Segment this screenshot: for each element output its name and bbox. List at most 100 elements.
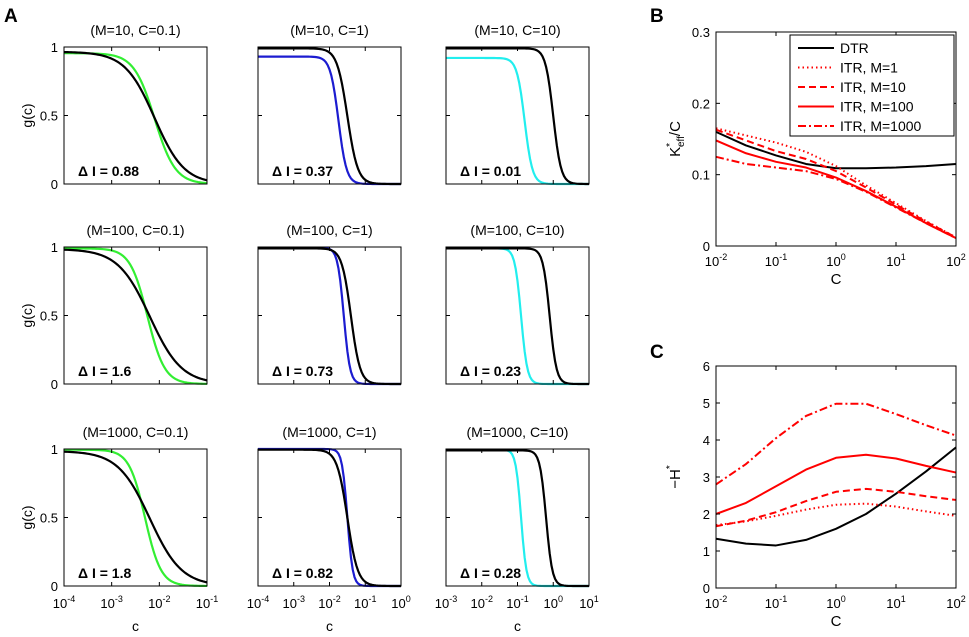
x-tick-label-base: 10 (886, 596, 900, 611)
series-dtr (715, 446, 957, 547)
legend-label: ITR, M=1000 (840, 118, 922, 134)
x-tick-label: 100 (826, 252, 845, 269)
legend-label: ITR, M=10 (840, 79, 906, 95)
x-axis-label: C (831, 613, 842, 630)
subplot-title: (M=100, C=10) (470, 222, 564, 238)
series-itr-m-1 (715, 502, 957, 527)
y-tick-label: 0 (51, 377, 58, 392)
series-itr-m-100 (715, 139, 957, 240)
x-axis-label: c (132, 618, 139, 634)
subplot-title: (M=10, C=1) (290, 22, 369, 38)
x-tick-label: 10-4 (247, 594, 269, 611)
x-tick-label: 100 (826, 594, 845, 611)
green-curve (64, 247, 208, 385)
subplot-title: (M=1000, C=1) (282, 424, 376, 440)
subplot-title: (M=10, C=0.1) (90, 22, 180, 38)
x-tick-label-base: 10 (826, 596, 840, 611)
subplot-title: (M=100, C=0.1) (86, 222, 184, 238)
x-tick-label-base: 10 (435, 596, 449, 611)
subplot-1: (M=10, C=0.1) Δ I = 0.88 0 0.5 1 g(c) (19, 22, 208, 192)
subplot-title: (M=10, C=10) (474, 22, 560, 38)
y-tick-label: 0.5 (40, 109, 58, 124)
x-tick-label-exp: -4 (261, 594, 269, 604)
y-tick-label: 1 (51, 40, 58, 55)
x-tick-label-base: 10 (196, 596, 210, 611)
x-tick-label-exp: 0 (406, 594, 411, 604)
x-tick-label: 101 (886, 594, 905, 611)
y-axis-label: −H* (665, 465, 684, 489)
delta-i-label: Δ I = 0.88 (78, 163, 139, 179)
x-tick-label-exp: -1 (210, 594, 218, 604)
y-axis-label: g(c) (19, 505, 35, 529)
delta-i-label: Δ I = 0.01 (460, 163, 521, 179)
series-dtr (715, 130, 957, 170)
x-tick-label: 10-2 (705, 594, 727, 611)
subplot-6: (M=100, C=10) Δ I = 0.23 (445, 222, 590, 386)
x-tick-label: 10-1 (506, 594, 528, 611)
y-axis-label: g(c) (19, 103, 35, 127)
x-tick-label: 10-1 (765, 252, 787, 269)
x-tick-label-base: 10 (886, 254, 900, 269)
x-tick-label-exp: -2 (333, 594, 341, 604)
subplot-title: (M=1000, C=10) (467, 424, 569, 440)
delta-i-label: Δ I = 0.82 (272, 565, 333, 581)
x-tick-label: 101 (886, 252, 905, 269)
x-tick-label-base: 10 (765, 254, 779, 269)
subplot-5: (M=100, C=1) Δ I = 0.73 (257, 222, 402, 386)
y-tick-label: 0 (51, 579, 58, 594)
delta-i-label: Δ I = 0.73 (272, 363, 333, 379)
x-axis-label: c (514, 618, 521, 634)
x-tick-label: 10-4 (53, 594, 75, 611)
y-tick-label: 0.5 (40, 511, 58, 526)
x-tick-label-base: 10 (544, 596, 558, 611)
y-label-sub: eff (676, 136, 687, 147)
subplot-3: (M=10, C=10) Δ I = 0.01 (445, 22, 590, 186)
y-tick-label: 0 (51, 177, 58, 192)
x-tick-label-base: 10 (705, 596, 719, 611)
delta-i-label: Δ I = 1.6 (78, 363, 131, 379)
subplot-4: (M=100, C=0.1) Δ I = 1.6 0 0.5 1 g(c) (19, 222, 208, 392)
y-axis-label: K*eff/C (665, 121, 687, 157)
x-tick-label: 10-1 (354, 594, 376, 611)
series-itr-m-100 (715, 453, 957, 515)
subplot-title: (M=1000, C=0.1) (83, 424, 189, 440)
series-itr-m-1000 (715, 402, 957, 486)
series-itr-m-1 (715, 127, 957, 239)
x-tick-label: 10-1 (196, 594, 218, 611)
y-tick-label: 6 (703, 359, 710, 374)
x-tick-label-base: 10 (53, 596, 67, 611)
y-tick-label: 1 (703, 544, 710, 559)
x-tick-label-base: 10 (247, 596, 261, 611)
black-curve (63, 248, 208, 382)
y-tick-label: 4 (703, 433, 710, 448)
x-tick-label-exp: 1 (594, 594, 599, 604)
delta-i-label: Δ I = 0.28 (460, 565, 521, 581)
x-axis-label: c (326, 618, 333, 634)
y-tick-label: 1 (51, 240, 58, 255)
x-tick-label-exp: 2 (961, 594, 966, 604)
x-tick-label: 10-1 (765, 594, 787, 611)
y-tick-label: 3 (703, 470, 710, 485)
x-tick-label-exp: 0 (841, 252, 846, 262)
x-tick-label-base: 10 (391, 596, 405, 611)
x-tick-label-base: 10 (283, 596, 297, 611)
x-tick-label-exp: 0 (558, 594, 563, 604)
legend: DTR ITR, M=1 ITR, M=10 ITR, M=100 ITR, M=100… (789, 34, 955, 137)
panel-label-c: C (650, 342, 664, 363)
x-tick-label-exp: -2 (719, 594, 727, 604)
delta-i-label: Δ I = 0.37 (272, 163, 333, 179)
subplot-2: (M=10, C=1) Δ I = 0.37 (257, 22, 402, 186)
x-tick-label: 10-3 (100, 594, 122, 611)
x-tick-label-exp: -1 (779, 594, 787, 604)
series-itr-m-1000 (715, 155, 957, 240)
series-itr-m-10 (715, 128, 957, 239)
x-tick-label-exp: -1 (521, 594, 529, 604)
delta-i-label: Δ I = 1.8 (78, 565, 131, 581)
green-curve (64, 448, 208, 588)
